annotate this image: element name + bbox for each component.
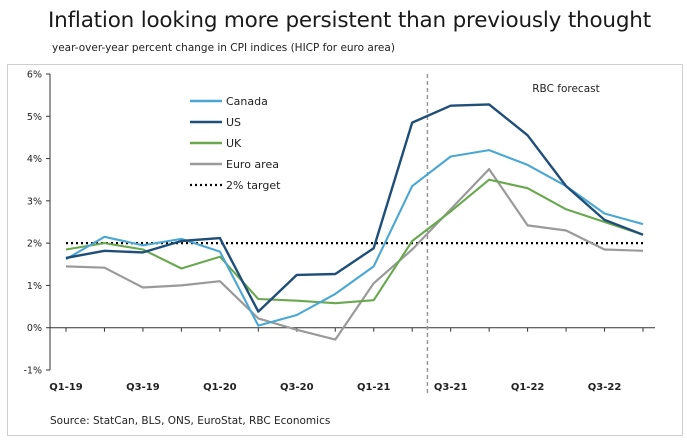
x-tick-label: Q3-21 [434,382,468,393]
legend-label-2-target: 2% target [226,179,281,192]
x-tick-label: Q3-19 [126,382,160,393]
series-line-uk [65,178,644,305]
x-axis-tick-labels: Q1-19 Q3-19 Q1-20 Q3-20 Q1-21 Q3-21 Q1-22 Q3-22 [49,382,621,393]
legend-label-uk: UK [226,137,242,150]
series-line-euro-area [65,168,644,341]
chart-subtitle: year-over-year percent change in CPI ind… [52,42,395,54]
x-tick-label: Q1-22 [511,382,545,393]
legend-label-euro-area: Euro area [226,158,279,171]
chart-legend: Canada US UK Euro area 2% target [190,95,281,192]
forecast-label: RBC forecast [532,83,599,95]
x-tick-label: Q3-22 [588,382,622,393]
legend-label-us: US [226,116,241,129]
x-tick-label: Q1-19 [49,382,83,393]
y-tick-label: 5% [27,112,42,123]
y-tick-label: -1% [24,366,43,377]
y-tick-label: 0% [27,323,42,334]
x-tick-label: Q1-21 [357,382,391,393]
forecast-divider: RBC forecast [426,74,600,395]
series-lines [65,103,644,341]
y-axis-tick-labels: -1% 0% 1% 2% 3% 4% 5% 6% [24,70,43,377]
y-tick-label: 3% [27,196,42,207]
chart-title: Inflation looking more persistent than p… [48,8,651,33]
x-tick-label: Q3-20 [280,382,314,393]
y-tick-label: 1% [27,281,42,292]
chart-source: Source: StatCan, BLS, ONS, EuroStat, RBC… [50,415,331,427]
chart-axes [46,73,655,371]
y-tick-label: 6% [27,70,42,81]
x-tick-label: Q1-20 [203,382,237,393]
y-tick-label: 2% [27,239,42,250]
chart-frame [7,64,683,436]
y-tick-label: 4% [27,154,42,165]
series-line-us [65,103,644,313]
legend-label-canada: Canada [226,95,268,108]
series-line-canada [65,149,644,327]
